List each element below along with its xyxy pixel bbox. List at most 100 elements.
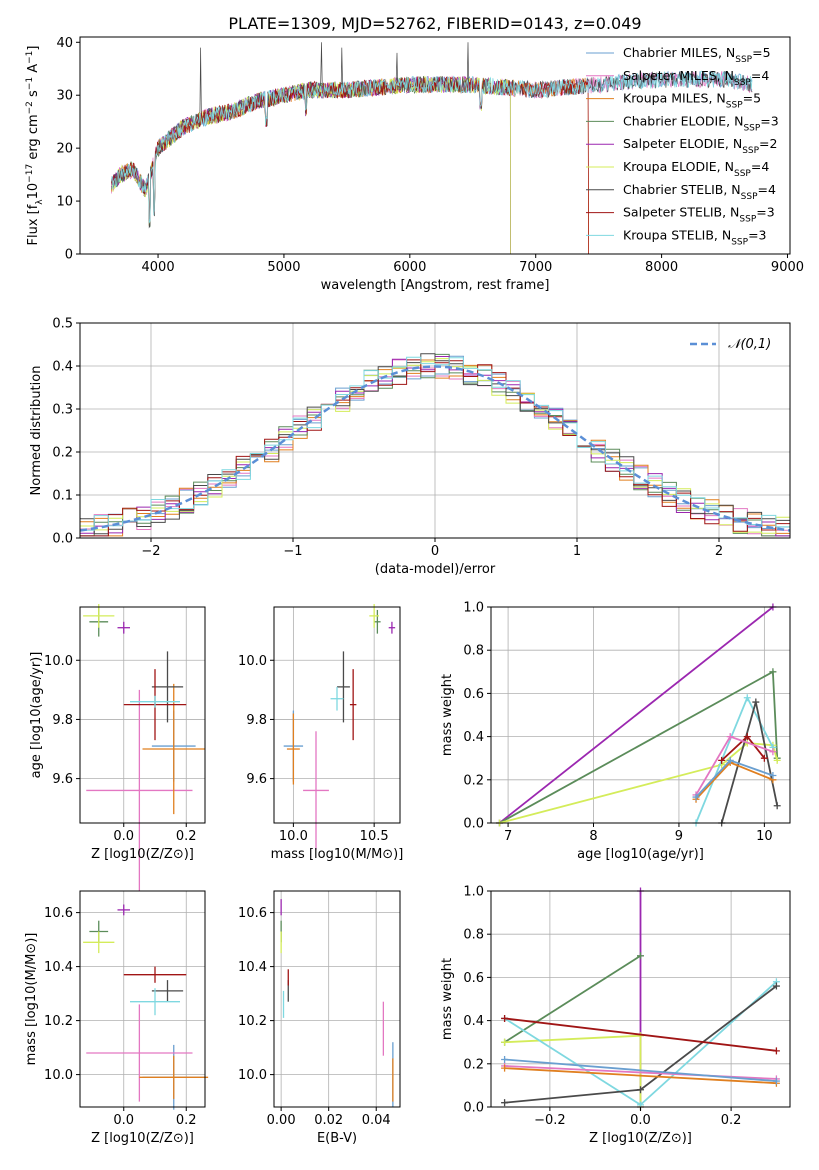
y-label-part: ] xyxy=(26,46,41,51)
x-tick-label: 8 xyxy=(589,829,597,844)
weight-marker xyxy=(769,748,777,756)
legend-nssp-label: , N xyxy=(714,227,731,242)
y-axis-label: mass weight xyxy=(440,958,455,1040)
weight-marker xyxy=(769,668,777,676)
legend-name: Kroupa MILES xyxy=(623,91,709,106)
weight-line-7 xyxy=(504,1067,777,1085)
axes-frame xyxy=(490,606,791,824)
histogram-series-6 xyxy=(80,353,790,535)
x-tick-label: 0.0 xyxy=(630,1113,651,1128)
legend-nssp-label: , N xyxy=(723,182,740,197)
y-tick-label: 1.0 xyxy=(463,601,484,616)
legend-nssp-label: , N xyxy=(717,68,734,83)
weight-line-8 xyxy=(504,1058,777,1082)
spectrum-line-6 xyxy=(111,42,753,229)
x-tick-label: 0.04 xyxy=(362,1113,391,1128)
y-tick-label: 0.4 xyxy=(463,1014,484,1029)
y-tick-label: 0 xyxy=(65,248,73,263)
y-tick-label: 10.2 xyxy=(238,1014,267,1029)
weight-marker xyxy=(760,754,768,762)
y-tick-label: 0.4 xyxy=(52,360,73,375)
y-label-part: erg cm xyxy=(26,114,41,163)
y-tick-label: 0.0 xyxy=(52,532,73,547)
y-tick-label: 10.0 xyxy=(44,1068,73,1083)
age-vs-mass-panel: 10.0 10.5 9.6 9.8 10.0 mass [log10(M/M⊙)] xyxy=(238,604,403,862)
spectrum-line-3 xyxy=(111,76,511,255)
legend-nssp-value: =3 xyxy=(748,227,766,242)
legend-nssp-label: , N xyxy=(725,136,742,151)
y-axis-label: mass [log10(M/M⊙)] xyxy=(24,933,39,1066)
y-tick-label: 0.4 xyxy=(463,730,484,745)
y-tick-label: 0.2 xyxy=(463,773,484,788)
y-tick-label: 10.6 xyxy=(44,906,73,921)
age-vs-metallicity-panel: 0.0 0.2 9.6 9.8 10.0 Z [log10(Z/Z⊙)] age [log1… xyxy=(29,604,206,892)
weight-marker xyxy=(637,1086,644,1094)
weight-marker xyxy=(501,1038,509,1046)
spectrum-line-7 xyxy=(111,76,589,255)
x-tick-label: 4000 xyxy=(142,260,175,275)
x-tick-label: 10.0 xyxy=(279,829,308,844)
legend-nssp-value: =4 xyxy=(758,182,776,197)
y-tick-label: 0.6 xyxy=(463,971,484,986)
x-tick-label: 10 xyxy=(756,829,773,844)
legend-nssp-sub: SSP xyxy=(742,146,759,156)
weight-marker xyxy=(772,982,780,990)
x-axis-label: Z [log10(Z/Z⊙)] xyxy=(91,1131,194,1146)
spectrum-line-8 xyxy=(111,70,753,224)
y-label-part: A xyxy=(26,64,41,77)
mass-vs-ebv-panel: 0.00 0.02 0.04 10.0 10.2 10.4 10.6 E(B-V) xyxy=(238,890,401,1146)
legend-nssp-label: , N xyxy=(726,113,743,128)
legend-nssp-sub: SSP xyxy=(739,215,756,225)
legend-entry: Chabrier STELIB, NSSP=4 xyxy=(623,182,776,202)
y-axis-label: age [log10(age/yr)] xyxy=(29,652,44,779)
x-axis-label: age [log10(age/yr)] xyxy=(577,847,704,862)
legend-name: Kroupa STELIB xyxy=(623,227,714,242)
x-tick-label: −2 xyxy=(141,544,160,559)
y-tick-label: 0.5 xyxy=(52,317,73,332)
x-tick-label: 1 xyxy=(573,544,581,559)
x-tick-label: 7 xyxy=(504,829,512,844)
legend-nssp-sub: SSP xyxy=(731,237,748,247)
mass-weight-vs-metallicity-panel: −0.2 0.0 0.2 0.0 0.2 0.4 0.6 0.8 1.0 Z [log10(Z/Z… xyxy=(440,885,791,1146)
x-tick-label: 8000 xyxy=(645,260,678,275)
legend-entry: Salpeter ELODIE, NSSP=2 xyxy=(623,136,777,156)
x-tick-label: 0.0 xyxy=(113,829,134,844)
axes-frame xyxy=(79,36,791,255)
y-tick-label: 9.6 xyxy=(246,772,267,787)
mass-weight-vs-age-panel: 7 8 9 10 0.0 0.2 0.4 0.6 0.8 1.0 age [log10(age/yr… xyxy=(440,601,791,862)
weight-marker xyxy=(769,771,777,779)
x-tick-label: 0.0 xyxy=(113,1113,134,1128)
legend-nssp-value: =4 xyxy=(751,68,769,83)
y-label-part: −2 xyxy=(25,101,35,114)
weight-line-1 xyxy=(504,955,641,1043)
legend-nssp-value: =2 xyxy=(759,136,777,151)
legend-name: Chabrier STELIB xyxy=(623,182,723,197)
y-tick-label: 0.0 xyxy=(463,1101,484,1116)
y-tick-label: 10 xyxy=(56,195,73,210)
y-tick-label: 0.8 xyxy=(463,644,484,659)
legend-nssp-value: =4 xyxy=(751,159,769,174)
legend-nssp-sub: SSP xyxy=(735,55,752,65)
x-tick-label: 0.2 xyxy=(721,1113,742,1128)
axes-frame xyxy=(273,890,401,1108)
legend-nssp-sub: SSP xyxy=(726,101,743,111)
x-tick-label: 0.2 xyxy=(176,1113,197,1128)
y-tick-label: 10.6 xyxy=(238,906,267,921)
legend-entry: 𝒩(0,1) xyxy=(728,337,771,352)
weight-marker xyxy=(773,756,781,764)
legend-name: Chabrier ELODIE xyxy=(623,113,726,128)
x-axis-label: (data-model)/error xyxy=(375,562,496,577)
spectrum-line-5 xyxy=(111,75,511,255)
weight-marker xyxy=(637,952,644,960)
y-tick-label: 30 xyxy=(56,89,73,104)
x-tick-label: 0.2 xyxy=(176,829,197,844)
weight-marker xyxy=(726,756,734,764)
weight-marker xyxy=(726,733,734,741)
y-tick-label: 10.0 xyxy=(238,654,267,669)
legend-nssp-sub: SSP xyxy=(734,78,751,88)
x-axis-label: mass [log10(M/M⊙)] xyxy=(271,847,404,862)
mass-vs-metallicity-panel: 0.0 0.2 10.0 10.2 10.4 10.6 Z [log10(Z/Z⊙)] mas… xyxy=(24,890,209,1146)
y-label-part: −1 xyxy=(25,77,35,90)
y-tick-label: 0.2 xyxy=(52,446,73,461)
legend-name: Salpeter STELIB xyxy=(623,205,722,220)
